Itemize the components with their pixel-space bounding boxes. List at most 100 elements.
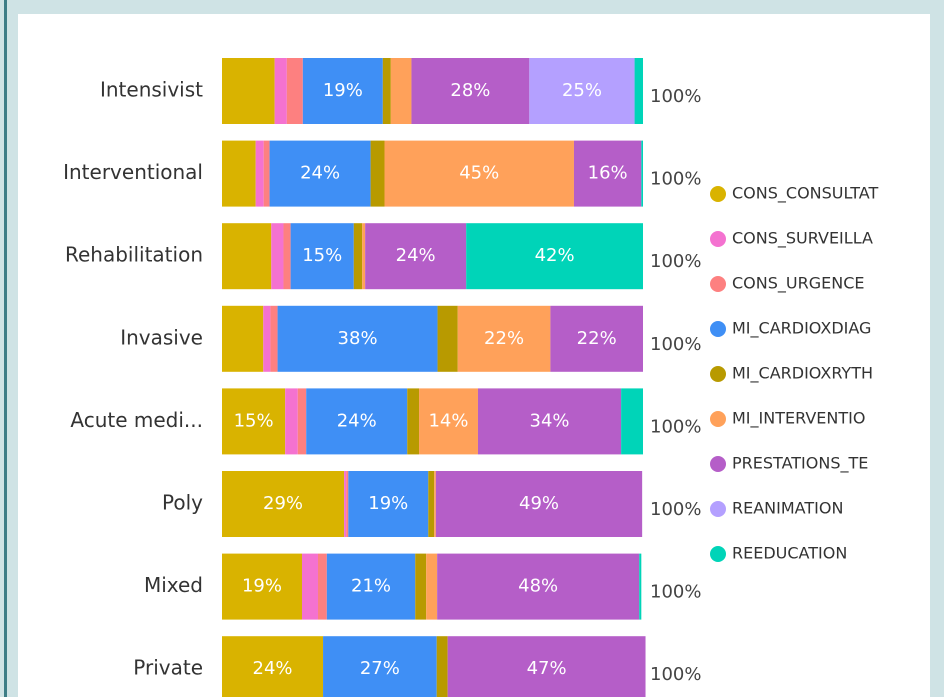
data-label: 24% (337, 410, 377, 431)
data-label: 24% (253, 658, 293, 679)
data-label: 24% (300, 163, 340, 184)
data-label: 42% (535, 245, 575, 266)
bar-segment (302, 58, 383, 124)
legend-label: CONS_CONSULTAT (732, 184, 878, 204)
data-label: 25% (562, 80, 602, 101)
bar-segment (317, 553, 327, 620)
bar-segment (222, 471, 345, 537)
data-label: 22% (484, 328, 524, 349)
legend-marker (710, 456, 726, 472)
data-label: 24% (396, 245, 436, 266)
legend-label: MI_CARDIOXRYTH (732, 364, 873, 384)
data-label: 21% (351, 576, 391, 597)
data-label: 19% (368, 493, 408, 514)
bar-segment (255, 140, 264, 207)
legend-label: CONS_URGENCE (732, 274, 864, 294)
legend-marker (710, 501, 726, 517)
data-label: 19% (323, 80, 363, 101)
total-label: 100% (650, 251, 701, 272)
bar-segment (269, 140, 371, 207)
legend-label: REANIMATION (732, 499, 843, 518)
bar-segment (641, 140, 643, 207)
legend-marker (710, 546, 726, 562)
legend-marker (710, 186, 726, 202)
bar-segment (457, 305, 551, 372)
bar-segment (353, 223, 363, 290)
total-label: 100% (650, 582, 701, 603)
data-label: 22% (577, 328, 617, 349)
bar-segment (290, 223, 354, 290)
bar-segment (390, 58, 412, 124)
y-tick-label: Private (133, 656, 203, 680)
bar-segment (529, 58, 635, 124)
data-label: 48% (518, 576, 558, 597)
y-tick-label: Intensivist (100, 78, 203, 102)
bar-segment (370, 140, 385, 207)
bar-segment (270, 305, 278, 372)
bar-segment (639, 553, 642, 620)
bar-segment (437, 305, 458, 372)
bar-segment (285, 388, 298, 455)
legend-label: CONS_SURVEILLA (732, 229, 873, 249)
bar-segment (222, 223, 272, 290)
bar-segment (466, 223, 643, 290)
data-label: 15% (234, 410, 274, 431)
total-label: 100% (650, 86, 701, 107)
bar-segment (447, 636, 646, 697)
bar-segment (621, 388, 643, 455)
bar-segment (550, 305, 643, 372)
legend-label: MI_INTERVENTIO (732, 409, 865, 429)
legend-marker (710, 366, 726, 382)
bar-segment (271, 223, 284, 290)
total-label: 100% (650, 664, 701, 685)
bar-segment (326, 553, 416, 620)
bar-segment (435, 471, 643, 537)
bar-segment (274, 58, 287, 124)
left-edge (4, 0, 7, 697)
bar-segment (428, 471, 435, 537)
y-tick-label: Rehabilitation (65, 243, 203, 267)
total-label: 100% (650, 169, 701, 190)
data-label: 34% (530, 410, 570, 431)
bar-segment (323, 636, 437, 697)
bar-segment (434, 471, 436, 537)
bar-segment (344, 471, 347, 537)
data-label: 28% (450, 80, 490, 101)
y-tick-label: Invasive (120, 325, 203, 349)
bar-segment (222, 636, 324, 697)
total-label: 100% (650, 334, 701, 355)
y-tick-label: Mixed (144, 573, 203, 597)
y-tick-label: Acute medi... (70, 408, 203, 432)
bar-segment (222, 553, 302, 620)
legend-label: REEDUCATION (732, 544, 847, 563)
data-label: 19% (242, 576, 282, 597)
bar-segment (407, 388, 420, 455)
data-label: 14% (428, 410, 468, 431)
data-label: 16% (588, 163, 628, 184)
data-label: 49% (519, 493, 559, 514)
bar-segment (286, 58, 303, 124)
bar-segment (297, 388, 307, 455)
data-label: 29% (263, 493, 303, 514)
data-label: 15% (302, 245, 342, 266)
legend-label: PRESTATIONS_TE (732, 454, 868, 474)
bar-segment (365, 223, 467, 290)
bar-segment (382, 58, 391, 124)
bar-segment (384, 140, 574, 207)
data-label: 45% (459, 163, 499, 184)
bar-segment (283, 223, 291, 290)
bar-segment (222, 58, 275, 124)
y-tick-label: Interventional (63, 160, 203, 184)
bar-segment (419, 388, 478, 455)
bar-segment (634, 58, 643, 124)
total-label: 100% (650, 416, 701, 437)
legend-marker (710, 411, 726, 427)
bar-segment (477, 388, 622, 455)
bar-segment (222, 388, 286, 455)
y-tick-label: Poly (162, 491, 203, 515)
bar-segment (436, 636, 448, 697)
bar-segment (362, 223, 366, 290)
bar-segment (222, 140, 256, 207)
bar-segment (573, 140, 642, 207)
